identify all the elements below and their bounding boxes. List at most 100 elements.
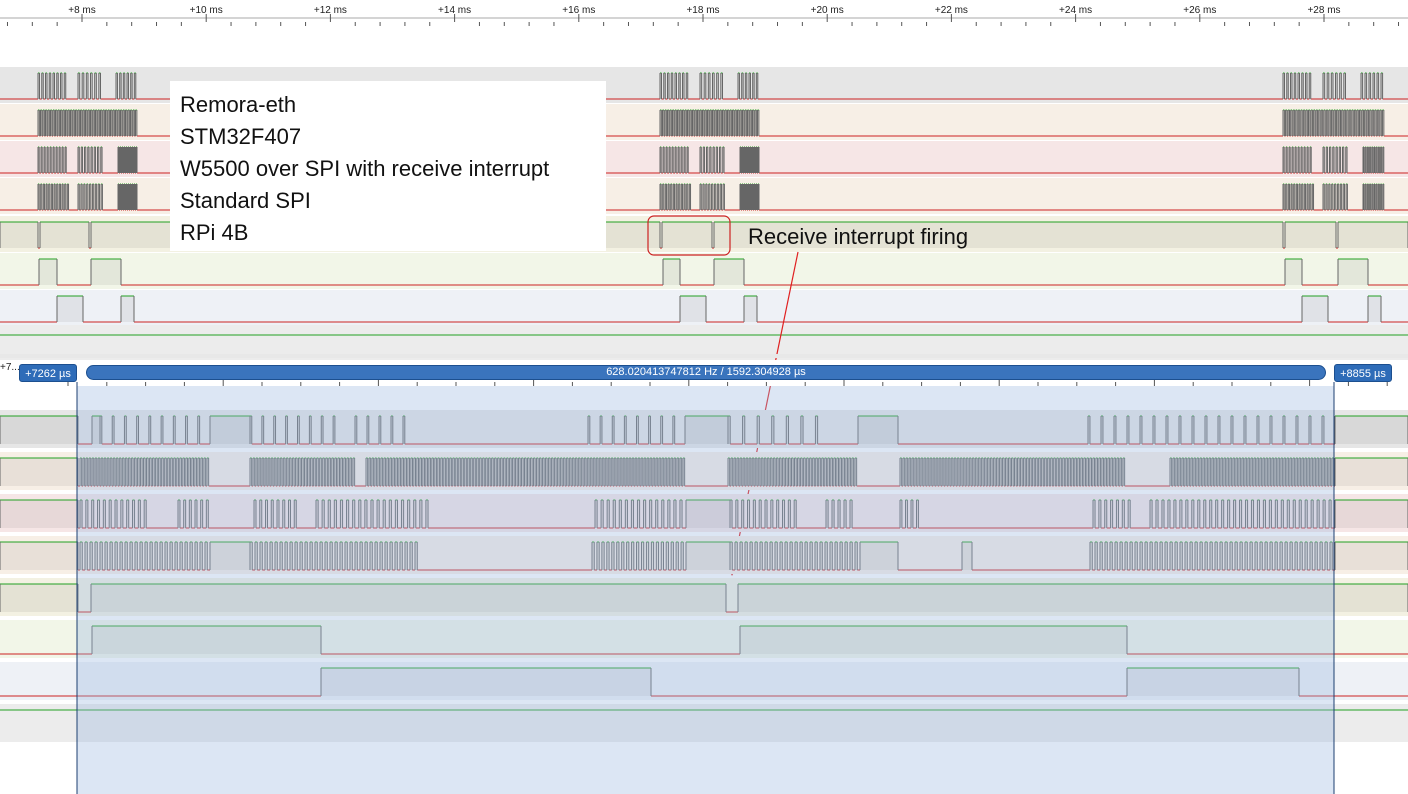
zoom-ch2-high-fill [1305, 500, 1308, 528]
zoom-ch1-high-fill [842, 458, 845, 486]
overview-ch5-high-fill [91, 259, 121, 285]
zoom-ch1-high-fill [398, 458, 401, 486]
overview-ch2-high-fill [663, 147, 665, 173]
zoom-ch2-high-fill [1335, 500, 1408, 528]
zoom-ch1-high-fill [125, 458, 128, 486]
zoom-ch1-high-fill [485, 458, 488, 486]
overview-ch2-high-fill [1332, 147, 1335, 173]
zoom-ch1-high-fill [443, 458, 446, 486]
zoom-ch1-high-fill [590, 458, 592, 486]
zoom-ch0-high-fill [136, 416, 139, 444]
overview-ch2-high-fill [1301, 147, 1303, 173]
overview-ch3-high-fill [1304, 184, 1306, 210]
zoom-ch3-high-fill [95, 542, 98, 570]
zoom-ch2-high-fill [97, 500, 100, 528]
overview-ch1-high-fill [125, 110, 127, 136]
overview-ch1-high-fill [1318, 110, 1321, 136]
zoom-ch1-high-fill [1236, 458, 1238, 486]
zoom-ch0-high-fill [1244, 416, 1246, 444]
zoom-ch0-high-fill [672, 416, 675, 444]
zoom-ch1-high-fill [951, 458, 953, 486]
zoom-ch2-high-fill [103, 500, 106, 528]
overview-ch1-high-fill [1367, 110, 1369, 136]
zoom-ch1-high-fill [533, 458, 536, 486]
zoom-ch1-high-fill [1242, 458, 1244, 486]
zoom-ch1-high-fill [782, 458, 785, 486]
overview-ch1-high-fill [48, 110, 50, 136]
zoom-ch1-high-fill [319, 458, 322, 486]
zoom-ch1-high-fill [446, 458, 449, 486]
zoom-ch1-high-fill [539, 458, 542, 486]
zoom-ch1-high-fill [1095, 458, 1098, 486]
zoom-ch3-high-fill [185, 542, 188, 570]
zoom-ch1-high-fill [1317, 458, 1319, 486]
zoom-ch1-high-fill [1257, 458, 1259, 486]
zoom-ch1-high-fill [1044, 458, 1047, 486]
overview-ch1-high-fill [1364, 110, 1367, 136]
zoom-ch1-high-fill [1059, 458, 1062, 486]
zoom-ch1-high-fill [972, 458, 974, 486]
zoom-ch1-high-fill [1038, 458, 1041, 486]
zoom-ch2-high-fill [1221, 500, 1224, 528]
zoom-ch1-high-fill [295, 458, 298, 486]
overview-ch0-high-fill [1361, 73, 1363, 99]
overview-ch1-high-fill [118, 110, 120, 136]
overview-ch3-high-fill [678, 184, 680, 210]
overview-ch1-high-fill [1321, 110, 1323, 136]
overview-ch1-high-fill [80, 110, 82, 136]
zoom-ch2-high-fill [352, 500, 355, 528]
overview-ch3-high-fill [54, 184, 56, 210]
zoom-ch0-high-fill [0, 416, 78, 444]
zoom-ch1-high-fill [274, 458, 276, 486]
zoom-ch2-high-fill [425, 500, 429, 528]
overview-ch1-high-fill [730, 110, 732, 136]
overview-ch3-high-fill [1296, 184, 1298, 210]
zoom-ch2-high-fill [905, 500, 908, 528]
overview-ch1-high-fill [715, 110, 717, 136]
zoom-ch1-high-fill [788, 458, 791, 486]
overview-ch3-high-fill [1299, 184, 1301, 210]
zoom-ch1-high-fill [524, 458, 527, 486]
overview-ch2-high-fill [687, 147, 689, 173]
overview-ch6-high-fill [1302, 296, 1328, 322]
zoom-ch1-high-fill [960, 458, 962, 486]
overview-ch1-high-fill [50, 110, 52, 136]
zoom-ch1-high-fill [98, 458, 100, 486]
zoom-ch1-high-fill [380, 458, 383, 486]
overview-ch2-high-fill [681, 147, 683, 173]
zoom-ch1-high-fill [936, 458, 938, 486]
overview-ch1-high-fill [58, 110, 60, 136]
zoom-ch1-high-fill [948, 458, 950, 486]
zoom-ch0-high-fill [379, 416, 381, 444]
zoom-ch0-high-fill [210, 416, 250, 444]
zoom-ch2-high-fill [900, 500, 902, 528]
overview-ch1-high-fill [757, 110, 759, 136]
zoom-ch1-high-fill [1269, 458, 1271, 486]
overview-ch3-high-fill [95, 184, 97, 210]
zoom-ch1-high-fill [1308, 458, 1310, 486]
zoom-ch1-high-fill [491, 458, 494, 486]
zoom-ch1-high-fill [259, 458, 261, 486]
zoom-ch3-high-fill [125, 542, 128, 570]
ruler-tick-label: +12 ms [314, 5, 347, 16]
zoom-ch0-high-fill [685, 416, 728, 444]
overview-ch3-high-fill [1337, 184, 1339, 210]
zoom-ch1-high-fill [407, 458, 410, 486]
zoom-ch1-high-fill [128, 458, 131, 486]
zoom-ch1-high-fill [1290, 458, 1292, 486]
zoom-ch1-high-fill [978, 458, 981, 486]
zoom-ch1-high-fill [0, 458, 78, 486]
overview-ch1-high-fill [705, 110, 707, 136]
zoom-ch0-high-fill [309, 416, 312, 444]
zoom-ch0-high-fill [403, 416, 405, 444]
overview-ch2-high-fill [703, 147, 705, 173]
overview-ch0-high-fill [1381, 73, 1383, 99]
zoom-ch1-high-fill [1263, 458, 1265, 486]
zoom-ch1-high-fill [310, 458, 313, 486]
overview-ch1-high-fill [1362, 110, 1364, 136]
zoom-ch1-high-fill [1239, 458, 1241, 486]
overview-ch0-high-fill [704, 73, 706, 99]
overview-ch2-high-fill [669, 147, 671, 173]
overview-ch1-high-fill [1374, 110, 1377, 136]
zoom-ch0-high-fill [786, 416, 789, 444]
